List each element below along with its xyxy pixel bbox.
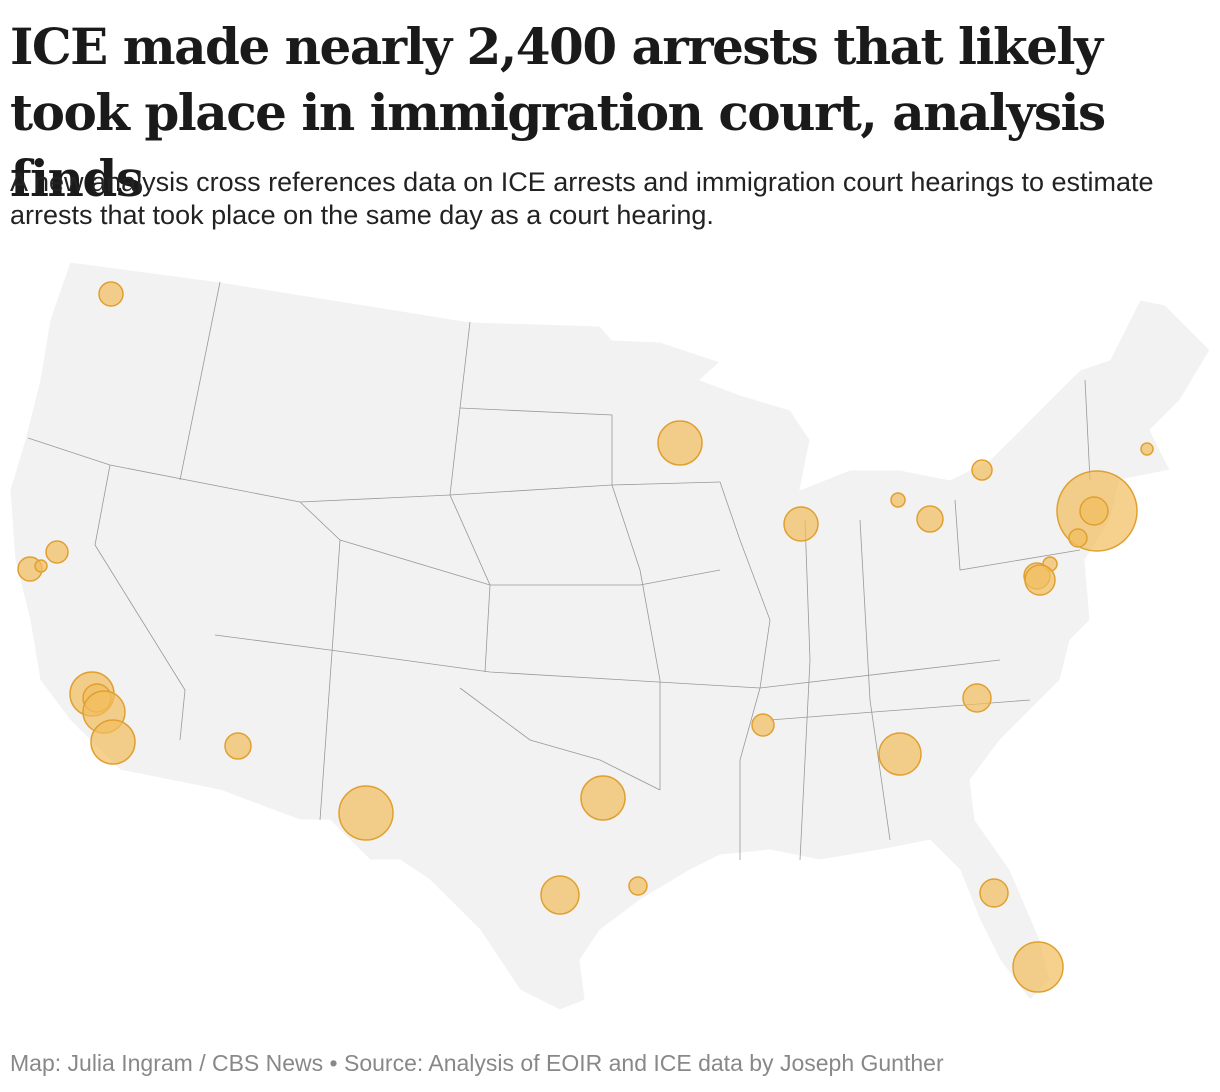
court-bubble <box>979 878 1009 908</box>
court-bubble <box>657 420 703 466</box>
court-bubble <box>783 506 819 542</box>
court-bubble <box>540 875 580 915</box>
court-bubble <box>1140 442 1154 456</box>
court-bubble <box>580 775 626 821</box>
title: ICE made nearly 2,400 arrests that likel… <box>10 17 1106 208</box>
court-bubble <box>98 281 124 307</box>
credit: Map: Julia Ingram / CBS News • Source: A… <box>10 1050 944 1076</box>
bubbles <box>17 281 1154 993</box>
court-bubble <box>751 713 775 737</box>
court-bubble <box>338 785 394 841</box>
court-bubble <box>971 459 993 481</box>
court-bubble <box>45 540 69 564</box>
court-bubble <box>34 559 48 573</box>
court-bubble <box>1024 564 1056 596</box>
map <box>9 261 1211 1011</box>
court-bubble <box>962 683 992 713</box>
court-bubble <box>1012 941 1064 993</box>
court-bubble <box>878 732 922 776</box>
court-bubble <box>224 732 252 760</box>
court-bubble <box>1079 496 1109 526</box>
subtitle: A new analysis cross references data on … <box>10 167 1154 230</box>
court-bubble <box>1068 528 1088 548</box>
us-outline <box>9 261 1211 1011</box>
court-bubble <box>916 505 944 533</box>
court-bubble <box>90 719 136 765</box>
court-bubble <box>628 876 648 896</box>
court-bubble <box>890 492 906 508</box>
